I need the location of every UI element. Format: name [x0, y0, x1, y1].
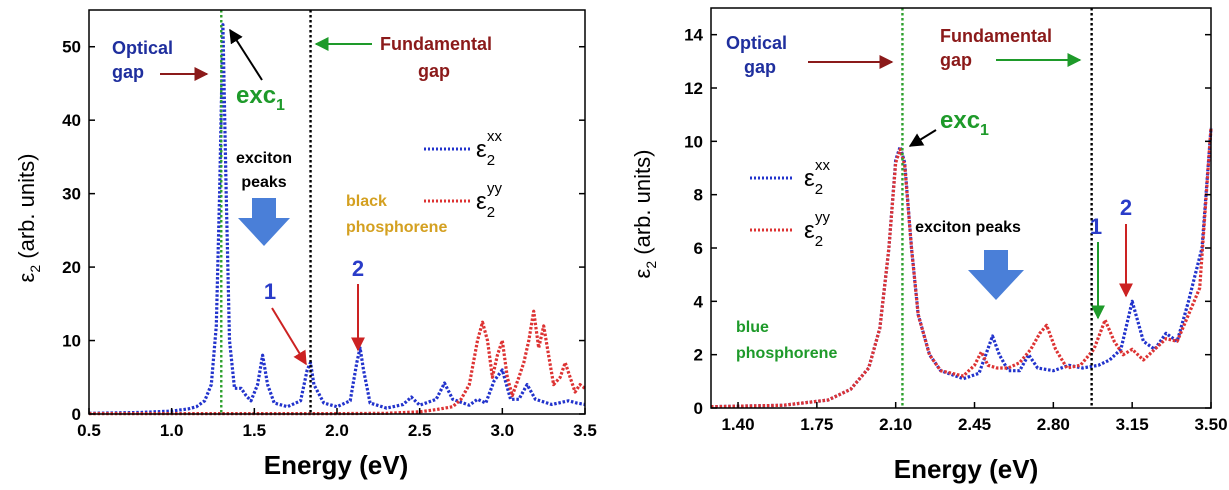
right-x-tick-label: 1.40 [721, 415, 754, 434]
right-legend: ε2xx ε2yy [750, 157, 831, 250]
left-y-tick-label: 30 [62, 185, 81, 204]
right-y-tick-label: 2 [694, 346, 703, 365]
left-y-tick-label: 50 [62, 38, 81, 57]
left-series-xx [88, 23, 586, 415]
left-plot-frame [88, 9, 586, 415]
left-x-tick-label: 1.0 [160, 421, 184, 440]
left-y-tick-label: 0 [72, 405, 81, 424]
right-peak-1-label: 1 [1090, 214, 1102, 239]
left-fundamental-gap-label: Fundamental gap [380, 34, 492, 81]
right-legend-xx-label: ε2xx [804, 157, 831, 198]
left-exc1-arrow [229, 28, 263, 81]
left-exciton-peaks-arrow [238, 198, 290, 246]
left-x-tick-label: 0.5 [77, 421, 101, 440]
left-x-tick-label: 1.5 [243, 421, 267, 440]
left-x-axis-label: Energy (eV) [264, 450, 409, 480]
left-exc1-label: exc1 [236, 82, 285, 114]
left-peak-1-label: 1 [264, 279, 276, 304]
left-peak-2-label: 2 [352, 256, 364, 281]
left-x-tick-label: 3.0 [491, 421, 515, 440]
right-exciton-peaks-arrow [968, 250, 1024, 300]
right-x-axis-label: Energy (eV) [894, 454, 1039, 484]
right-gap-lines [901, 8, 1093, 408]
right-exc1-arrow [908, 129, 937, 147]
right-material-label: blue phosphorene [736, 319, 837, 362]
right-x-tick-label: 2.80 [1037, 415, 1070, 434]
left-x-tick-label: 3.5 [573, 421, 597, 440]
left-exciton-peaks-label: exciton peaks [236, 150, 292, 191]
left-x-tick-label: 2.5 [408, 421, 432, 440]
right-series-yy [710, 127, 1213, 409]
left-y-axis-label: ε2 (arb. units) [14, 154, 43, 283]
left-y-tick-label: 10 [62, 332, 81, 351]
left-y-tick-label: 20 [62, 258, 81, 277]
right-y-axis-label: ε2 (arb. units) [630, 150, 659, 279]
left-legend-yy-label: ε2yy [476, 180, 503, 221]
right-x-tick-label: 3.15 [1116, 415, 1149, 434]
right-series-group [710, 127, 1213, 409]
right-y-tick-label: 12 [684, 79, 703, 98]
left-peak-1-arrow [271, 307, 307, 366]
right-y-tick-label: 0 [694, 399, 703, 418]
left-optical-gap-label: Optical gap [112, 38, 173, 82]
left-ticks: 0.5 1.0 1.5 2.0 2.5 3.0 3.5 0 10 20 30 40 50 [62, 38, 597, 440]
right-series-xx [710, 127, 1213, 409]
right-y-tick-label: 8 [694, 186, 703, 205]
right-x-tick-label: 3.50 [1194, 415, 1227, 434]
left-gap-lines [220, 10, 312, 414]
left-x-tick-label: 2.0 [325, 421, 349, 440]
right-y-tick-label: 4 [694, 292, 704, 311]
left-series-yy [89, 309, 586, 416]
right-x-tick-label: 2.45 [958, 415, 991, 434]
right-fundamental-gap-label: Fundamental gap [940, 26, 1052, 70]
right-peak-2-label: 2 [1120, 195, 1132, 220]
left-material-label: black phosphorene [346, 193, 447, 236]
right-optical-gap-label: Optical gap [726, 33, 787, 77]
left-series-group [88, 23, 586, 416]
right-y-tick-label: 6 [694, 239, 703, 258]
right-exciton-peaks-label: exciton peaks [915, 219, 1021, 236]
right-chart-panel: 1.40 1.75 2.10 2.45 2.80 3.15 3.5002468101214 … [630, 7, 1228, 484]
left-chart-panel: 0.5 1.0 1.5 2.0 2.5 3.0 3.5 0 10 20 30 40 50 Energy … [14, 9, 597, 480]
right-plot-frame [710, 7, 1212, 409]
right-exc1-label: exc1 [940, 107, 989, 139]
right-x-tick-label: 2.10 [879, 415, 912, 434]
right-x-tick-label: 1.75 [800, 415, 833, 434]
right-y-tick-label: 10 [684, 132, 703, 151]
right-y-tick-label: 14 [684, 26, 703, 45]
left-y-tick-label: 40 [62, 111, 81, 130]
left-legend: ε2xx ε2yy [424, 128, 503, 221]
right-legend-yy-label: ε2yy [804, 209, 831, 250]
left-legend-xx-label: ε2xx [476, 128, 503, 169]
